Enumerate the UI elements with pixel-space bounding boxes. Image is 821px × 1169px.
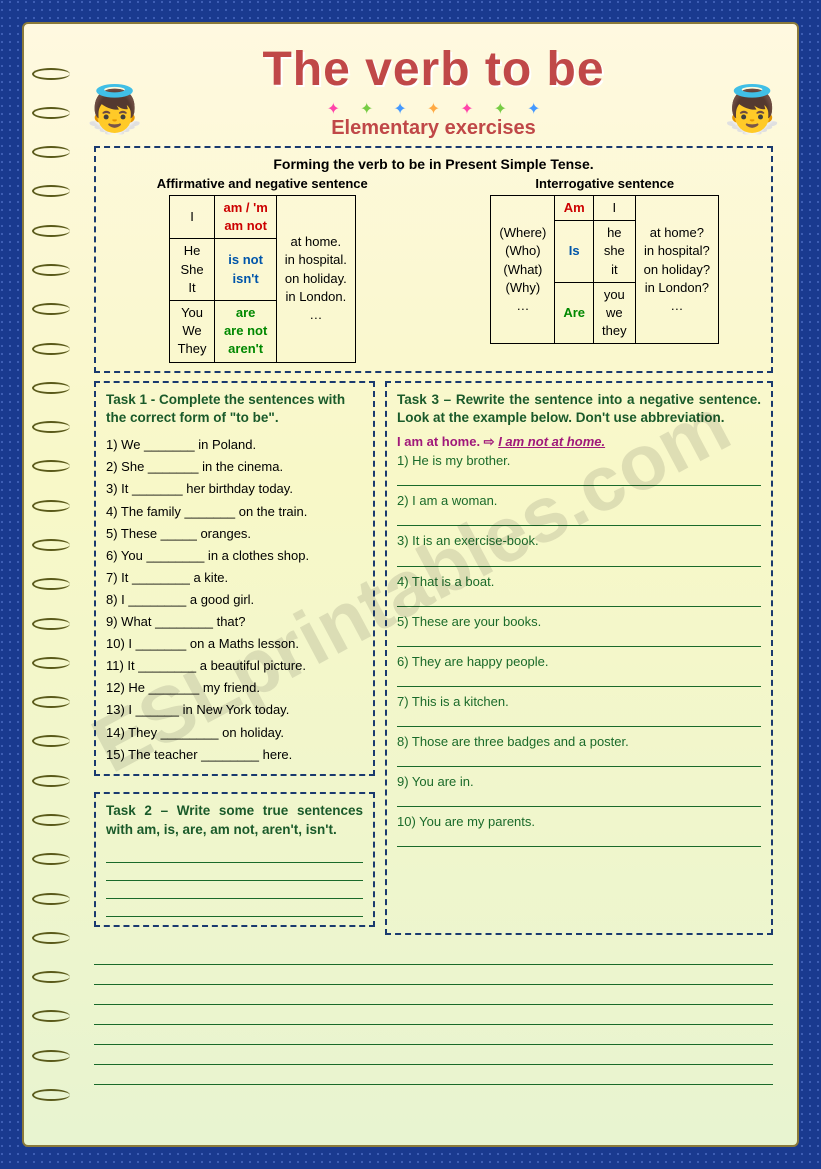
blank-line	[106, 845, 363, 863]
angel-left-icon: 👼	[86, 82, 143, 137]
task3-heading: Task 3 – Rewrite the sentence into a neg…	[397, 391, 761, 429]
spiral-binding	[32, 54, 82, 1115]
task1-box: Task 1 - Complete the sentences with the…	[94, 381, 375, 776]
cell-pronoun: I	[169, 196, 215, 239]
blank-line	[94, 965, 773, 985]
task3-item: 6) They are happy people.	[397, 651, 761, 673]
task3-box: Task 3 – Rewrite the sentence into a neg…	[385, 381, 773, 936]
star-icon: ✦	[327, 99, 340, 119]
cell-pronoun: he she it	[594, 221, 636, 283]
blank-line	[94, 1025, 773, 1045]
task3-item: 1) He is my brother.	[397, 450, 761, 472]
affirmative-table: I am / 'm am not at home. in hospital. o…	[169, 195, 356, 363]
task1-item: 3) It _______ her birthday today.	[106, 478, 363, 500]
blank-line	[106, 863, 363, 881]
blank-line	[94, 985, 773, 1005]
stars-row: ✦ ✦ ✦ ✦ ✦ ✦ ✦	[94, 99, 773, 119]
interrogative-column: Interrogative sentence (Where) (Who) (Wh…	[449, 176, 762, 363]
blank-line	[94, 1065, 773, 1085]
task1-list: 1) We _______ in Poland.2) She _______ i…	[106, 434, 363, 765]
formation-heading: Forming the verb to be in Present Simple…	[106, 156, 761, 172]
cell-pronoun: you we they	[594, 282, 636, 344]
blank-line	[106, 881, 363, 899]
interrogative-label: Interrogative sentence	[449, 176, 762, 191]
task1-item: 7) It ________ a kite.	[106, 567, 363, 589]
answer-line	[397, 673, 761, 687]
task2-box: Task 2 – Write some true sentences with …	[94, 792, 375, 928]
answer-line	[397, 833, 761, 847]
task3-item: 9) You are in.	[397, 771, 761, 793]
answer-line	[397, 753, 761, 767]
cell-verb: are are not aren't	[215, 300, 276, 362]
answer-line	[397, 793, 761, 807]
cell-pronoun: He She It	[169, 239, 215, 301]
header: 👼 👼 The verb to be ✦ ✦ ✦ ✦ ✦ ✦ ✦ Element…	[94, 42, 773, 140]
answer-line	[397, 713, 761, 727]
answer-line	[397, 512, 761, 526]
task3-item: 4) That is a boat.	[397, 571, 761, 593]
task3-item: 7) This is a kitchen.	[397, 691, 761, 713]
cell-verb: Is	[555, 221, 594, 283]
task3-item: 2) I am a woman.	[397, 490, 761, 512]
star-icon: ✦	[360, 99, 373, 119]
cell-verb: is not isn't	[215, 239, 276, 301]
formation-box: Forming the verb to be in Present Simple…	[94, 146, 773, 373]
cell-pronoun: I	[594, 196, 636, 221]
task3-item: 10) You are my parents.	[397, 811, 761, 833]
blank-line	[94, 1045, 773, 1065]
page-title: The verb to be	[94, 42, 773, 97]
cell-complement: at home? in hospital? on holiday? in Lon…	[635, 196, 719, 344]
blank-line	[94, 1005, 773, 1025]
task2-heading: Task 2 – Write some true sentences with …	[106, 802, 363, 840]
cell-pronoun: You We They	[169, 300, 215, 362]
task1-item: 14) They ________ on holiday.	[106, 722, 363, 744]
task2-lines	[106, 845, 363, 917]
task1-item: 2) She _______ in the cinema.	[106, 456, 363, 478]
task3-item: 3) It is an exercise-book.	[397, 530, 761, 552]
answer-line	[397, 472, 761, 486]
blank-line	[94, 945, 773, 965]
task1-item: 9) What ________ that?	[106, 611, 363, 633]
cell-verb: Are	[555, 282, 594, 344]
answer-line	[397, 633, 761, 647]
cell-complement: at home. in hospital. on holiday. in Lon…	[276, 196, 355, 363]
task1-item: 13) I ______ in New York today.	[106, 699, 363, 721]
task1-item: 5) These _____ oranges.	[106, 523, 363, 545]
task1-item: 4) The family _______ on the train.	[106, 501, 363, 523]
page-subtitle: Elementary exercises	[94, 117, 773, 140]
answer-line	[397, 553, 761, 567]
task1-item: 12) He _______ my friend.	[106, 677, 363, 699]
answer-line	[397, 593, 761, 607]
cell-verb: am / 'm am not	[215, 196, 276, 239]
angel-right-icon: 👼	[724, 82, 781, 137]
task3-item: 5) These are your books.	[397, 611, 761, 633]
task3-list: 1) He is my brother. 2) I am a woman. 3) I…	[397, 450, 761, 847]
task3-item: 8) Those are three badges and a poster.	[397, 731, 761, 753]
task1-item: 11) It ________ a beautiful picture.	[106, 655, 363, 677]
star-icon: ✦	[393, 99, 406, 119]
interrogative-table: (Where) (Who) (What) (Why) … Am I at hom…	[490, 195, 719, 344]
task1-item: 15) The teacher ________ here.	[106, 744, 363, 766]
task1-item: 6) You ________ in a clothes shop.	[106, 545, 363, 567]
task3-example: I am at home. ⇨ I am not at home.	[397, 434, 761, 450]
blank-line	[106, 899, 363, 917]
cell-wh: (Where) (Who) (What) (Why) …	[491, 196, 555, 344]
worksheet-paper: ESLprintables.com 👼 👼 The verb to be ✦ ✦…	[22, 22, 799, 1147]
task1-heading: Task 1 - Complete the sentences with the…	[106, 391, 363, 429]
star-icon: ✦	[427, 99, 440, 119]
affirmative-column: Affirmative and negative sentence I am /…	[106, 176, 419, 363]
task1-item: 1) We _______ in Poland.	[106, 434, 363, 456]
bottom-lines	[94, 945, 773, 1085]
star-icon: ✦	[527, 99, 540, 119]
task1-item: 10) I _______ on a Maths lesson.	[106, 633, 363, 655]
cell-verb: Am	[555, 196, 594, 221]
star-icon: ✦	[460, 99, 473, 119]
star-icon: ✦	[494, 99, 507, 119]
task1-item: 8) I ________ a good girl.	[106, 589, 363, 611]
affirmative-label: Affirmative and negative sentence	[106, 176, 419, 191]
